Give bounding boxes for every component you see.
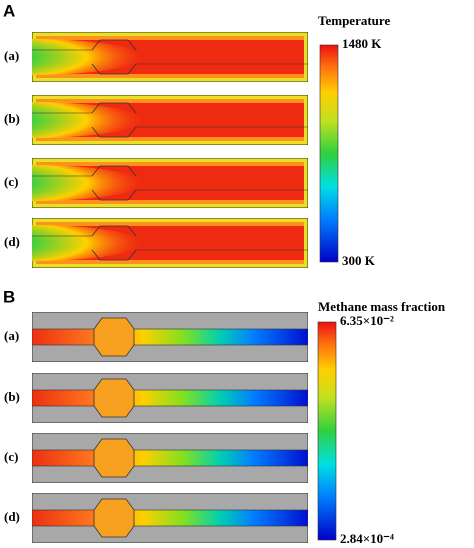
row-label: (a) — [4, 48, 19, 63]
colorbar — [317, 321, 337, 541]
contour-plot — [32, 95, 308, 145]
colorbar-max: 6.35×10⁻² — [340, 313, 394, 328]
contour-plot — [32, 433, 308, 483]
contour-plot — [32, 312, 308, 362]
contour-plot — [32, 158, 308, 208]
colorbar-min: 300 K — [342, 253, 376, 268]
colorbar-max: 1480 K — [342, 36, 382, 51]
contour-plot — [32, 373, 308, 423]
contour-plot — [32, 493, 308, 543]
colorbar-min: 2.84×10⁻⁴ — [340, 531, 394, 546]
row-label: (b) — [4, 389, 20, 404]
contour-plot — [32, 32, 308, 82]
legend-title: Temperature — [318, 13, 390, 28]
panel-label: B — [3, 287, 15, 306]
row-label: (d) — [4, 234, 20, 249]
contour-plot — [32, 218, 308, 268]
row-label: (c) — [4, 449, 18, 464]
row-label: (a) — [4, 328, 19, 343]
legend-title: Methane mass fraction — [318, 299, 446, 314]
colorbar — [319, 44, 339, 263]
row-label: (d) — [4, 509, 20, 524]
row-label: (c) — [4, 174, 18, 189]
panel-label: A — [3, 1, 15, 20]
row-label: (b) — [4, 111, 20, 126]
